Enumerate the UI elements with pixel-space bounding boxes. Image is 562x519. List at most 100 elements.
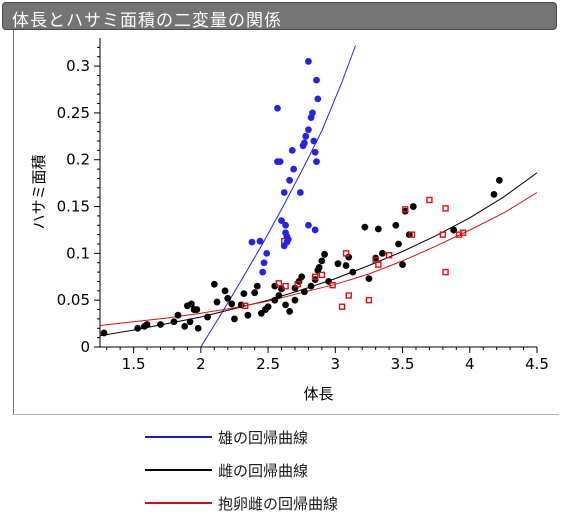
female-point — [298, 273, 306, 281]
male-point — [305, 221, 312, 229]
frame-bottom-border — [13, 414, 559, 415]
male-point — [280, 242, 288, 250]
data-points — [100, 58, 503, 337]
x-tick-label: 4.5 — [525, 355, 549, 373]
male-point — [296, 189, 304, 196]
male-point — [280, 189, 288, 196]
female-point — [143, 321, 151, 328]
female-point — [213, 298, 221, 306]
male-point — [263, 249, 271, 257]
female-point — [325, 278, 332, 285]
male-point — [256, 237, 264, 245]
female-point — [342, 262, 350, 269]
female-point — [300, 288, 308, 296]
female-point — [282, 301, 289, 309]
female-point — [395, 240, 402, 248]
berried-female-point — [294, 281, 301, 288]
y-tick-label: 0.05 — [57, 291, 90, 309]
female-point — [361, 223, 369, 231]
female-point — [174, 311, 182, 319]
male-point — [302, 132, 310, 140]
berried-female-point — [342, 250, 350, 257]
male-point — [282, 221, 289, 229]
female-point — [186, 318, 194, 326]
female-point — [231, 315, 238, 323]
x-tick-label: 3.5 — [391, 355, 415, 373]
female-point — [291, 296, 299, 304]
female-point — [318, 257, 326, 265]
berried-female-point — [365, 296, 373, 304]
berried-female-point — [459, 229, 467, 236]
female-point — [210, 280, 218, 288]
female-point — [286, 308, 293, 315]
female-point — [194, 324, 202, 332]
female-point — [307, 282, 315, 290]
berried-female-point — [439, 231, 447, 238]
male-point — [314, 95, 322, 103]
male-regression-line — [200, 45, 356, 347]
male-point — [290, 165, 298, 173]
female-point — [244, 311, 252, 319]
female-point — [237, 301, 245, 309]
female-point — [378, 249, 386, 257]
female-point — [157, 321, 164, 328]
berried-female-point — [345, 292, 352, 299]
x-tick-label: 4 — [465, 355, 475, 373]
male-point — [311, 226, 319, 234]
berried-female-point — [426, 196, 433, 204]
berried-female-point — [275, 280, 283, 287]
berried-female-point — [338, 303, 346, 310]
female-point — [221, 287, 229, 295]
berried-female-point — [408, 231, 416, 238]
male-point — [276, 158, 284, 166]
x-tick-label: 2 — [196, 355, 206, 373]
female-point — [490, 190, 498, 198]
x-axis-label: 体長 — [303, 385, 333, 403]
y-tick-label: 0.15 — [57, 198, 90, 216]
female-point — [271, 296, 279, 304]
female-point — [495, 176, 503, 184]
male-point — [305, 58, 312, 65]
berried-female-point — [318, 271, 326, 279]
berried-female-point — [402, 206, 409, 213]
title-bar: 体長とハサミ面積の二変量の関係 — [2, 2, 557, 31]
female-point — [450, 226, 458, 234]
male-point — [286, 176, 293, 184]
y-axis-label: ハサミ面積 — [30, 154, 48, 229]
female-point — [100, 329, 108, 337]
female-point — [321, 250, 328, 258]
female-point — [193, 306, 201, 313]
female-point — [264, 303, 272, 311]
berried-female-point — [329, 282, 336, 289]
male-point — [248, 238, 256, 246]
chart-title: 体長とハサミ面積の二変量の関係 — [12, 11, 282, 31]
y-tick-label: 0.3 — [66, 57, 90, 75]
female-point — [181, 323, 189, 330]
male-point — [274, 104, 281, 112]
male-point — [309, 109, 316, 117]
male-point — [313, 158, 320, 166]
female-point — [399, 261, 406, 268]
female-point — [188, 300, 195, 308]
male-point — [300, 139, 308, 147]
berried-female-regression-line — [100, 192, 537, 326]
female-point — [170, 318, 178, 326]
berried-female-point — [442, 268, 449, 276]
y-tick-label: 0.1 — [66, 244, 90, 262]
y-tick-label: 0.2 — [66, 151, 90, 169]
female-point — [228, 300, 236, 308]
female-point — [315, 264, 323, 271]
frame-left-border — [13, 30, 14, 414]
male-point — [260, 259, 268, 267]
male-point — [259, 268, 267, 276]
female-point — [392, 221, 400, 229]
female-point — [134, 324, 142, 332]
female-point — [224, 294, 232, 302]
berried-female-point — [442, 205, 449, 212]
female-point — [253, 282, 261, 290]
male-point — [313, 76, 320, 84]
female-point — [204, 313, 211, 321]
male-point — [278, 217, 285, 224]
x-tick-label: 2.5 — [256, 355, 280, 373]
